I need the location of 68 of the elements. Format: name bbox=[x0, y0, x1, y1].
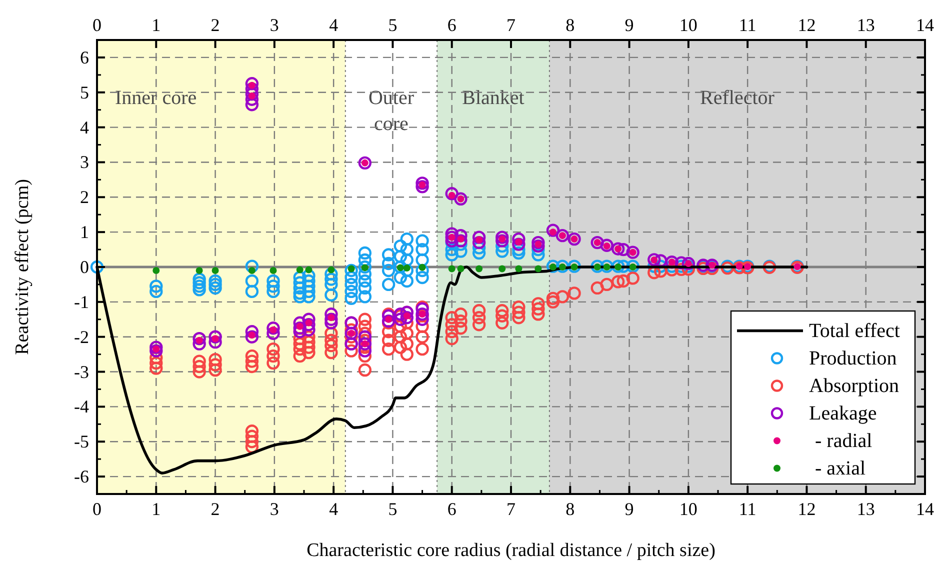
point bbox=[152, 266, 160, 274]
band-label: Reflector bbox=[700, 87, 775, 109]
legend-label: Absorption bbox=[809, 374, 899, 397]
x2-tick-label: 13 bbox=[856, 15, 875, 35]
x-tick-label: 11 bbox=[738, 499, 756, 519]
y-tick-label: 6 bbox=[80, 47, 89, 68]
point bbox=[498, 265, 506, 272]
y-tick-label: -5 bbox=[74, 432, 89, 452]
legend-label: Leakage bbox=[809, 402, 877, 424]
y-tick-label: 1 bbox=[80, 222, 89, 242]
x2-tick-label: 5 bbox=[388, 15, 398, 35]
y-tick-label: -4 bbox=[74, 396, 89, 417]
point bbox=[476, 265, 483, 272]
y-tick-label: -2 bbox=[74, 326, 89, 347]
legend-label: - radial bbox=[815, 430, 873, 452]
x-tick-label: 5 bbox=[388, 499, 398, 519]
y-tick-label: 4 bbox=[80, 117, 89, 138]
x-tick-label: 8 bbox=[566, 499, 575, 519]
y-tick-label: 5 bbox=[80, 82, 89, 102]
x-tick-label: 10 bbox=[679, 499, 698, 519]
y-axis-title: Reactivity effect (pcm) bbox=[12, 179, 33, 355]
band-label: Inner core bbox=[115, 87, 197, 109]
x2-tick-label: 11 bbox=[738, 15, 756, 35]
x-tick-label: 3 bbox=[270, 499, 279, 519]
x2-tick-label: 7 bbox=[506, 15, 516, 35]
y-tick-label: -6 bbox=[74, 466, 89, 487]
x-tick-label: 12 bbox=[798, 499, 816, 519]
x2-tick-label: 4 bbox=[329, 15, 338, 35]
point bbox=[196, 266, 203, 274]
x2-tick-label: 3 bbox=[270, 15, 279, 35]
x2-tick-label: 12 bbox=[798, 15, 816, 35]
point bbox=[270, 266, 277, 274]
point bbox=[448, 265, 456, 272]
x2-tick-label: 10 bbox=[679, 15, 698, 35]
x2-tick-label: 8 bbox=[566, 15, 575, 35]
x-tick-label: 13 bbox=[856, 499, 875, 519]
point bbox=[212, 266, 219, 274]
x-axis-title: Characteristic core radius (radial distance / pitch size) bbox=[306, 540, 716, 561]
x-tick-label: 7 bbox=[506, 499, 516, 519]
legend-label: Production bbox=[809, 347, 897, 370]
x2-tick-label: 14 bbox=[916, 15, 934, 35]
y-tick-label: -1 bbox=[74, 292, 89, 312]
x2-tick-label: 6 bbox=[447, 15, 456, 35]
point bbox=[534, 265, 542, 272]
point bbox=[515, 265, 522, 272]
x2-tick-label: 0 bbox=[92, 15, 102, 35]
x-tick-label: 2 bbox=[210, 499, 220, 519]
y-tick-label: 0 bbox=[80, 257, 89, 277]
x-tick-label: 4 bbox=[329, 499, 338, 519]
point bbox=[296, 266, 304, 274]
x-tick-label: 6 bbox=[447, 499, 456, 519]
legend-label: Total effect bbox=[809, 320, 900, 342]
y-tick-label: 3 bbox=[80, 152, 89, 172]
x-tick-label: 9 bbox=[624, 499, 634, 519]
x2-tick-label: 1 bbox=[152, 15, 161, 35]
x-tick-label: 1 bbox=[152, 499, 161, 519]
point bbox=[305, 266, 312, 274]
x2-tick-label: 9 bbox=[624, 15, 634, 35]
point bbox=[328, 266, 335, 274]
y-tick-label: -3 bbox=[74, 362, 89, 382]
x2-tick-label: 2 bbox=[210, 15, 220, 35]
x-tick-label: 0 bbox=[92, 499, 102, 519]
x-tick-label: 14 bbox=[916, 499, 934, 519]
y-tick-label: 2 bbox=[80, 187, 89, 208]
band-label: Blanket bbox=[462, 87, 525, 109]
point bbox=[457, 265, 464, 272]
point bbox=[248, 266, 256, 274]
legend-label: - axial bbox=[815, 457, 866, 480]
